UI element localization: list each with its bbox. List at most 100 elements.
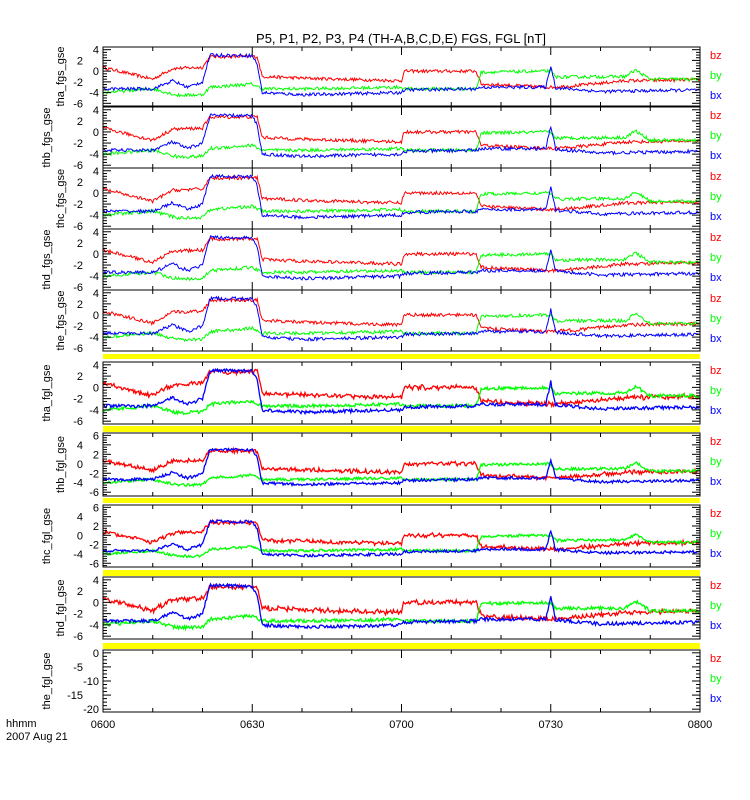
series-bz-line (102, 236, 700, 274)
series-by-line (102, 599, 700, 632)
panel-separator-bar (103, 643, 700, 649)
series-by-line (102, 190, 700, 221)
y-tick-label: -6 (73, 631, 83, 643)
y-tick-label: -2 (73, 609, 83, 621)
y-tick-label: 0 (77, 530, 83, 542)
panel-ylabel: thc_fgl_gse (41, 508, 53, 564)
legend-label-bx: bx (710, 272, 722, 284)
series-bx-line (102, 52, 700, 97)
y-tick-label: -6 (73, 282, 83, 294)
panel-ylabel: the_fgs_gse (55, 291, 67, 351)
legend-label-bx: bx (710, 333, 722, 345)
panel-thd_fgs_gse: 420 -2 -4 -6 thd_fgs_gse bz by bx (41, 227, 722, 294)
y-tick-label: 2 (93, 449, 99, 461)
y-tick-label: 0 (93, 310, 99, 322)
panel-thd_fgl_gse: 420 -2 -4 -6 thd_fgl_gse bz by bx (55, 575, 722, 649)
y-tick-label: 4 (93, 105, 99, 117)
x-tick-label: 0630 (240, 719, 264, 731)
panel-frame (102, 106, 701, 169)
y-tick-label: -4 (89, 88, 99, 100)
legend-label-bz: bz (710, 110, 722, 122)
legend-label-bz: bz (710, 580, 722, 592)
series-bz-line (102, 114, 700, 151)
series-bz-line (102, 518, 700, 553)
legend-label-by: by (710, 673, 722, 685)
y-tick-label: 0 (93, 188, 99, 200)
legend-label-bz: bz (710, 365, 722, 377)
legend-label-by: by (710, 313, 722, 325)
legend-label-bz: bz (710, 436, 722, 448)
legend-label-by: by (710, 600, 722, 612)
panel-ylabel: thd_fgl_gse (55, 580, 67, 637)
legend-label-by: by (710, 456, 722, 468)
y-tick-label: -6 (89, 558, 99, 570)
series-bz-line (102, 296, 700, 335)
y-tick-label: 0 (93, 66, 99, 78)
y-tick-label: -2 (89, 468, 99, 480)
series-bx-line (102, 447, 700, 488)
panel-frame (102, 228, 701, 291)
y-tick-label: 2 (77, 238, 83, 250)
y-tick-label: 2 (77, 177, 83, 189)
y-tick-label: 2 (93, 521, 99, 533)
series-bx-line (102, 295, 700, 343)
y-tick-label: -4 (73, 549, 83, 561)
y-tick-label: 4 (93, 288, 99, 300)
y-tick-label: -2 (89, 540, 99, 552)
panel-ylabel: tha_fgl_gse (41, 365, 53, 422)
legend-label-bx: bx (710, 548, 722, 560)
legend-label-by: by (710, 191, 722, 203)
legend-label-by: by (710, 528, 722, 540)
series-bx-line (102, 173, 700, 221)
legend-label-by: by (710, 252, 722, 264)
y-tick-label: 4 (93, 360, 99, 372)
y-tick-label: -2 (73, 321, 83, 333)
legend-label-bz: bz (710, 171, 722, 183)
legend-label-bx: bx (710, 90, 722, 102)
y-tick-label: -2 (73, 394, 83, 406)
legend-label-by: by (710, 130, 722, 142)
y-tick-label: -6 (73, 416, 83, 428)
y-tick-label: 4 (77, 440, 83, 452)
panel-the_fgl_gse: 0 -5-10-15-20 the_fgl_gse bz by bx (41, 648, 722, 716)
y-tick-label: -4 (89, 332, 99, 344)
panel-separator-bar (103, 354, 700, 359)
y-tick-label: 4 (77, 512, 83, 524)
series-by-line (102, 68, 700, 98)
y-tick-label: -2 (73, 260, 83, 272)
panel-tha_fgl_gse: 420 -2 -4 -6 tha_fgl_gse bz by bx (41, 360, 722, 432)
series-bz-line (102, 446, 700, 482)
panel-separator-bar (103, 570, 700, 576)
y-tick-label: -6 (89, 487, 99, 499)
y-tick-label: -2 (73, 77, 83, 89)
legend-label-bx: bx (710, 211, 722, 223)
panel-tha_fgs_gse: 420 -2 -4 -6 tha_fgs_gse bz by bx (55, 45, 722, 111)
x-tick-label: 0730 (539, 719, 563, 731)
y-tick-label: -4 (89, 620, 99, 632)
y-tick-label: -4 (89, 271, 99, 283)
series-bx-line (102, 519, 700, 558)
x-axis-label-hhmm: hhmm (6, 718, 37, 730)
y-tick-label: -4 (89, 210, 99, 222)
legend-label-bz: bz (710, 50, 722, 62)
series-bx-line (102, 367, 700, 416)
y-tick-label: 6 (93, 502, 99, 514)
series-bz-line (102, 368, 700, 409)
panel-thb_fgs_gse: 420 -2 -4 -6 thb_fgs_gse bz by bx (41, 105, 722, 172)
legend-label-bz: bz (710, 232, 722, 244)
y-tick-label: -6 (73, 160, 83, 172)
y-tick-label: -2 (73, 199, 83, 211)
panel-ylabel: thb_fgs_gse (41, 108, 53, 168)
y-tick-label: 4 (93, 166, 99, 178)
y-tick-label: 0 (93, 249, 99, 261)
series-bz-line (102, 582, 700, 623)
series-by-line (102, 384, 700, 416)
legend-label-bx: bx (710, 620, 722, 632)
legend-label-by: by (710, 70, 722, 82)
x-tick-label: 0800 (688, 719, 712, 731)
series-by-line (102, 251, 700, 281)
y-tick-label: 2 (77, 299, 83, 311)
